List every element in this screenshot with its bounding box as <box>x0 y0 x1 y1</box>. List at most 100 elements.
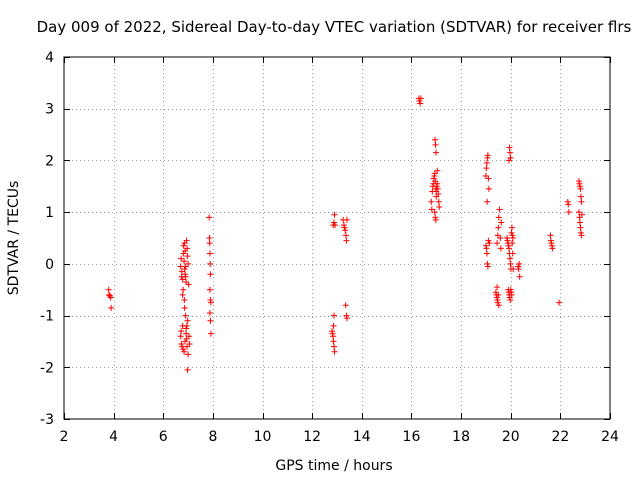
data-point <box>434 185 441 192</box>
data-point <box>207 271 214 278</box>
data-point <box>433 149 440 156</box>
data-point <box>516 273 523 280</box>
data-point <box>497 245 504 252</box>
data-point <box>183 330 190 337</box>
data-point <box>182 312 189 319</box>
data-point <box>485 237 492 244</box>
data-point <box>578 211 585 218</box>
data-point <box>179 322 186 329</box>
data-point <box>434 180 441 187</box>
y-tick-label: 4 <box>45 50 54 66</box>
data-point <box>494 240 501 247</box>
data-point <box>416 97 423 104</box>
data-point <box>575 209 582 216</box>
data-point <box>180 242 187 249</box>
y-tick-label: 0 <box>45 257 54 273</box>
data-point <box>181 297 188 304</box>
data-point <box>436 203 443 210</box>
data-point <box>179 276 186 283</box>
data-point <box>107 294 114 301</box>
data-point <box>343 216 350 223</box>
data-point <box>178 328 185 335</box>
data-point <box>432 216 439 223</box>
data-point <box>507 297 514 304</box>
data-point <box>179 291 186 298</box>
data-point <box>506 149 513 156</box>
data-point <box>342 232 349 239</box>
data-point <box>483 250 490 257</box>
data-point <box>549 245 556 252</box>
data-point <box>435 198 442 205</box>
y-tick-label: -1 <box>40 309 54 325</box>
data-point <box>331 211 338 218</box>
x-tick-label: 16 <box>403 429 421 445</box>
y-tick-label: 3 <box>45 102 54 118</box>
data-point <box>207 260 214 267</box>
data-point <box>494 299 501 306</box>
data-point <box>578 198 585 205</box>
data-point <box>431 209 438 216</box>
data-point <box>181 240 188 247</box>
x-tick-label: 12 <box>303 429 321 445</box>
data-point <box>417 100 424 107</box>
data-point <box>485 185 492 192</box>
data-point <box>486 240 493 247</box>
x-tick-label: 22 <box>551 429 569 445</box>
data-point <box>343 237 350 244</box>
data-point <box>505 245 512 252</box>
data-point <box>206 250 213 257</box>
data-point <box>177 333 184 340</box>
data-point <box>206 309 213 316</box>
data-point <box>186 341 193 348</box>
data-point <box>495 214 502 221</box>
y-tick-labels: -3 -2 -1 0 1 2 3 4 <box>40 50 54 428</box>
data-point <box>341 224 348 231</box>
data-point <box>331 343 338 350</box>
x-tick-label: 6 <box>159 429 168 445</box>
data-point <box>508 229 515 236</box>
x-tick-label: 14 <box>353 429 371 445</box>
data-point <box>180 286 187 293</box>
data-point <box>184 317 191 324</box>
data-point <box>330 338 337 345</box>
data-point <box>495 291 502 298</box>
data-point <box>483 160 490 167</box>
data-point <box>342 302 349 309</box>
data-point <box>509 240 516 247</box>
data-point <box>565 209 572 216</box>
axis-ticks <box>64 57 611 420</box>
x-tick-label: 4 <box>109 429 118 445</box>
data-point <box>106 291 113 298</box>
data-point <box>181 258 188 265</box>
data-point <box>178 273 185 280</box>
data-point <box>331 312 338 319</box>
data-point <box>494 284 501 291</box>
data-point <box>108 304 115 311</box>
data-point <box>565 201 572 208</box>
data-point <box>332 222 339 229</box>
y-axis-label: SDTVAR / TECUs <box>6 181 22 296</box>
data-point <box>578 232 585 239</box>
data-point <box>184 253 191 260</box>
data-point <box>330 333 337 340</box>
y-tick-label: -2 <box>40 360 54 376</box>
data-point <box>510 266 517 273</box>
data-point <box>498 219 505 226</box>
data-point <box>507 260 514 267</box>
data-point <box>417 95 424 102</box>
grid-lines <box>64 57 610 419</box>
data-point <box>495 224 502 231</box>
data-point <box>434 167 441 174</box>
chart-title: Day 009 of 2022, Sidereal Day-to-day VTE… <box>37 18 632 36</box>
data-point <box>185 281 192 288</box>
data-point <box>509 250 516 257</box>
x-tick-label: 24 <box>601 429 619 445</box>
data-point <box>105 286 112 293</box>
data-point <box>182 247 189 254</box>
data-point <box>178 255 185 262</box>
data-point <box>206 235 213 241</box>
data-point <box>483 245 490 252</box>
data-point <box>432 141 439 148</box>
